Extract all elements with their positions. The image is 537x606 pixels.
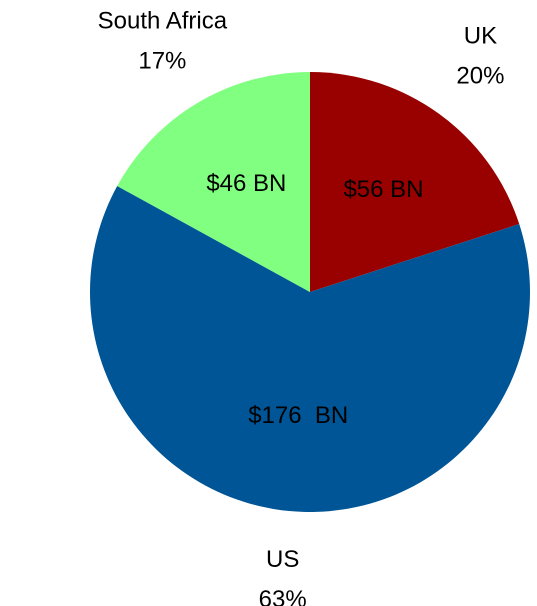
slice-value-label: 17% bbox=[138, 48, 186, 75]
pie-slice bbox=[117, 71, 311, 292]
slice-value-label: 20% bbox=[456, 63, 504, 90]
slice-annotation: $176 BN bbox=[248, 402, 348, 429]
slice-category-label: South Africa bbox=[98, 8, 228, 35]
slice-annotation: $46 BN bbox=[206, 170, 286, 197]
slice-category-label: US bbox=[266, 546, 299, 573]
slice-annotation: $56 BN bbox=[343, 176, 423, 203]
pie-slice bbox=[310, 72, 520, 292]
pie-slice bbox=[89, 186, 530, 513]
slice-category-label: UK bbox=[464, 23, 497, 50]
slice-value-label: 63% bbox=[259, 586, 307, 606]
